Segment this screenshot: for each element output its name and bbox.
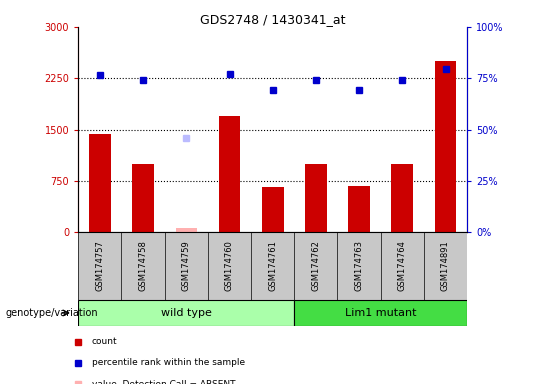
Text: count: count (92, 337, 117, 346)
Bar (262, 187, 284, 232)
Text: percentile rank within the sample: percentile rank within the sample (92, 358, 245, 367)
Text: GSM174763: GSM174763 (355, 240, 363, 291)
Bar (435, 61, 456, 232)
Bar (294, 300, 467, 326)
Text: GSM174891: GSM174891 (441, 240, 450, 291)
Bar (305, 164, 327, 232)
Bar (89, 134, 111, 232)
Bar (219, 116, 240, 232)
Text: Lim1 mutant: Lim1 mutant (345, 308, 416, 318)
Text: GSM174757: GSM174757 (96, 240, 104, 291)
Text: GSM174760: GSM174760 (225, 240, 234, 291)
Bar (176, 228, 197, 232)
Text: GSM174762: GSM174762 (312, 240, 320, 291)
Bar (78, 300, 294, 326)
Text: wild type: wild type (161, 308, 212, 318)
Text: GSM174758: GSM174758 (139, 240, 147, 291)
Bar (132, 164, 154, 232)
Text: genotype/variation: genotype/variation (5, 308, 98, 318)
Text: GSM174761: GSM174761 (268, 240, 277, 291)
Title: GDS2748 / 1430341_at: GDS2748 / 1430341_at (200, 13, 346, 26)
Bar (348, 186, 370, 232)
Text: GSM174759: GSM174759 (182, 240, 191, 291)
Text: GSM174764: GSM174764 (398, 240, 407, 291)
Bar (392, 164, 413, 232)
Text: value, Detection Call = ABSENT: value, Detection Call = ABSENT (92, 379, 235, 384)
